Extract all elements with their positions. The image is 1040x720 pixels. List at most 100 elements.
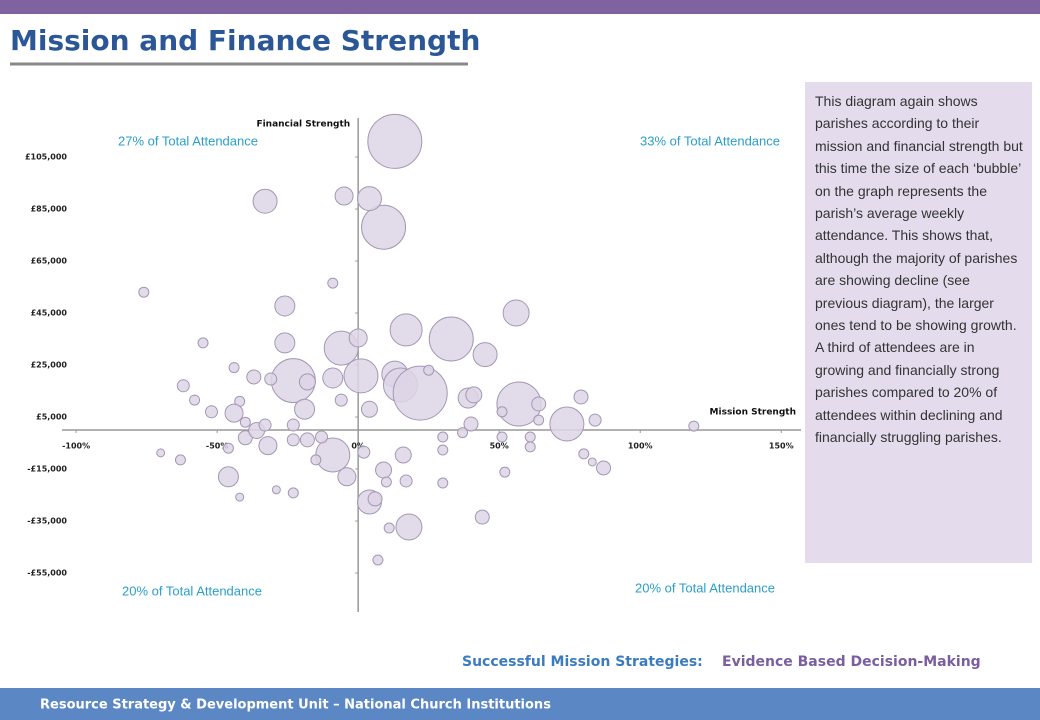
bubble	[299, 432, 315, 448]
bubble	[310, 454, 322, 466]
y-tick-label: £5,000	[36, 413, 67, 422]
bubble	[394, 446, 412, 464]
y-tick-label: £85,000	[31, 205, 68, 214]
bubble	[228, 362, 240, 374]
bubble	[258, 436, 278, 456]
y-tick-label: -£35,000	[27, 517, 67, 526]
bubble	[239, 416, 251, 428]
bubble	[156, 448, 166, 458]
bubble	[437, 444, 449, 456]
bubble	[367, 113, 423, 169]
x-tick-label: -50%	[206, 442, 228, 451]
bubble	[463, 416, 479, 432]
bubble	[189, 394, 201, 406]
bubble	[356, 186, 382, 212]
bubble	[524, 441, 536, 453]
y-tick-label: £25,000	[31, 361, 68, 370]
quadrant-label: 20% of Total Attendance	[635, 580, 775, 595]
bubble	[380, 476, 392, 488]
bubble	[217, 466, 239, 488]
bubble	[578, 448, 590, 460]
bubble	[357, 445, 371, 459]
bubble	[322, 367, 344, 389]
bubble	[286, 433, 300, 447]
bubble	[437, 477, 449, 489]
bubble	[334, 186, 354, 206]
bubble	[496, 406, 508, 418]
bubble	[573, 389, 589, 405]
bubble	[399, 474, 413, 488]
x-tick-label: 0%	[351, 442, 365, 451]
bubble	[549, 406, 585, 442]
x-axis-label: Mission Strength	[710, 408, 796, 418]
bubble	[533, 414, 545, 426]
bubble	[389, 313, 423, 347]
bubble	[423, 364, 435, 376]
bubble	[496, 431, 508, 443]
bubble	[235, 492, 245, 502]
bubble	[688, 420, 700, 432]
bubble	[596, 460, 612, 476]
bubble-chart: £105,000 £85,000 £65,000 £45,000 £25,000 £5,0…	[25, 113, 801, 612]
footer-text: Resource Strategy & Development Unit – N…	[40, 698, 551, 713]
slide-title: Mission and Finance Strength	[10, 24, 480, 57]
bubble	[264, 372, 278, 386]
y-tick-label: £105,000	[25, 153, 67, 162]
bubble	[246, 369, 262, 385]
bubble	[258, 418, 272, 432]
subtitle-rest: Evidence Based Decision-Making	[722, 654, 981, 670]
bubble	[531, 396, 547, 412]
bubble	[327, 277, 339, 289]
y-axis-label: Financial Strength	[256, 120, 350, 130]
y-tick-label: -£55,000	[27, 569, 67, 578]
bubble	[499, 466, 511, 478]
bubble	[392, 365, 448, 421]
bubble	[337, 467, 357, 487]
quadrant-label: 20% of Total Attendance	[122, 583, 262, 598]
bubble	[298, 373, 316, 391]
bubble	[474, 509, 490, 525]
bubble	[502, 299, 530, 327]
y-tick-label: £45,000	[31, 309, 68, 318]
top-bar	[0, 0, 1040, 14]
bubble	[472, 342, 498, 368]
bubble	[428, 316, 474, 362]
bubble	[465, 386, 483, 404]
bubble	[343, 358, 379, 394]
bubble	[176, 379, 190, 393]
bubble	[361, 204, 407, 250]
bubble	[372, 554, 384, 566]
bubble	[375, 461, 393, 479]
x-tick-label: 100%	[628, 442, 653, 451]
bubble	[294, 398, 316, 420]
bubble	[334, 393, 348, 407]
bubble	[587, 457, 597, 467]
bubble	[457, 427, 469, 439]
bubble	[224, 403, 244, 423]
quadrant-label: 33% of Total Attendance	[640, 133, 780, 148]
bubble	[174, 454, 186, 466]
bubble	[274, 332, 296, 354]
bubble	[252, 188, 278, 214]
bubble	[588, 413, 602, 427]
bubble	[348, 328, 368, 348]
bubble	[222, 442, 234, 454]
bubble	[437, 431, 449, 443]
bubble	[286, 418, 300, 432]
bubble	[271, 485, 281, 495]
bubble	[395, 513, 423, 541]
y-tick-label: -£15,000	[27, 465, 67, 474]
bubble	[360, 400, 378, 418]
bubble	[138, 286, 150, 298]
bubble	[197, 337, 209, 349]
bubble	[367, 491, 383, 507]
bubble	[274, 295, 296, 317]
x-tick-label: 50%	[490, 442, 509, 451]
bubble	[204, 405, 218, 419]
y-tick-label: £65,000	[31, 257, 68, 266]
description-box: This diagram again shows parishes accord…	[805, 82, 1032, 563]
x-tick-label: 150%	[769, 442, 794, 451]
bubble	[314, 430, 328, 444]
